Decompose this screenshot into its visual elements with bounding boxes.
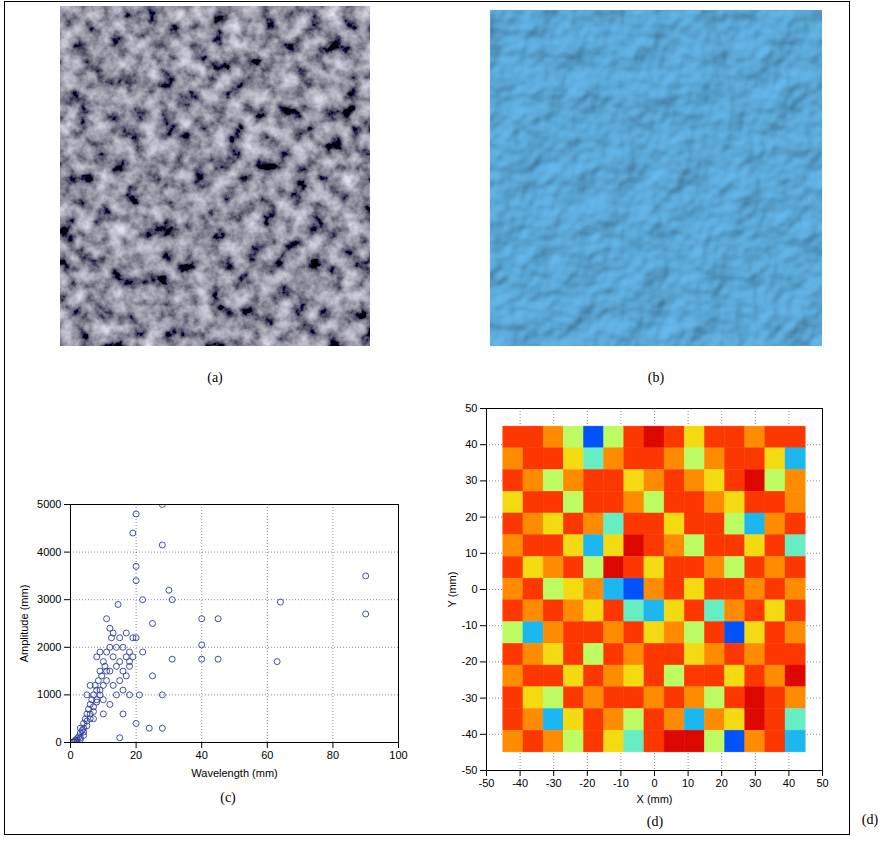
svg-text:X (mm): X (mm) bbox=[636, 793, 672, 805]
svg-text:10: 10 bbox=[682, 777, 694, 789]
svg-text:2000: 2000 bbox=[37, 641, 61, 653]
html-text:(a): (a) bbox=[207, 370, 223, 385]
svg-text:Amplitude (mm): Amplitude (mm) bbox=[18, 585, 30, 663]
svg-text:50: 50 bbox=[465, 402, 477, 414]
svg-text:30: 30 bbox=[749, 777, 761, 789]
svg-text:-30: -30 bbox=[462, 692, 478, 704]
svg-text:-50: -50 bbox=[462, 764, 478, 776]
svg-text:10: 10 bbox=[465, 547, 477, 559]
svg-text:50: 50 bbox=[816, 777, 828, 789]
html-text:(b): (b) bbox=[647, 370, 665, 385]
svg-text:-40: -40 bbox=[512, 777, 528, 789]
svg-text:60: 60 bbox=[261, 749, 273, 761]
svg-text:Y (mm): Y (mm) bbox=[446, 572, 458, 608]
svg-text:3000: 3000 bbox=[37, 593, 61, 605]
svg-text:0: 0 bbox=[67, 749, 73, 761]
svg-text:-10: -10 bbox=[613, 777, 629, 789]
svg-text:Wavelength (mm): Wavelength (mm) bbox=[191, 767, 277, 779]
svg-text:-40: -40 bbox=[462, 728, 478, 740]
svg-text:-20: -20 bbox=[579, 777, 595, 789]
svg-text:-20: -20 bbox=[462, 655, 478, 667]
svg-text:40: 40 bbox=[196, 749, 208, 761]
svg-text:80: 80 bbox=[327, 749, 339, 761]
svg-text:-30: -30 bbox=[546, 777, 562, 789]
svg-text:20: 20 bbox=[130, 749, 142, 761]
svg-text:20: 20 bbox=[716, 777, 728, 789]
svg-text:-10: -10 bbox=[462, 619, 478, 631]
svg-text:40: 40 bbox=[465, 438, 477, 450]
svg-text:100: 100 bbox=[389, 749, 407, 761]
svg-text:0: 0 bbox=[471, 583, 477, 595]
html-text:(d): (d) bbox=[861, 812, 879, 827]
svg-text:20: 20 bbox=[465, 511, 477, 523]
svg-text:-50: -50 bbox=[479, 777, 495, 789]
svg-text:0: 0 bbox=[651, 777, 657, 789]
html-text:(c): (c) bbox=[220, 790, 236, 805]
svg-text:5000: 5000 bbox=[37, 498, 61, 510]
svg-text:40: 40 bbox=[783, 777, 795, 789]
svg-text:4000: 4000 bbox=[37, 546, 61, 558]
svg-text:0: 0 bbox=[55, 736, 61, 748]
svg-text:1000: 1000 bbox=[37, 688, 61, 700]
html-text:(d): (d) bbox=[646, 814, 664, 829]
svg-text:30: 30 bbox=[465, 474, 477, 486]
